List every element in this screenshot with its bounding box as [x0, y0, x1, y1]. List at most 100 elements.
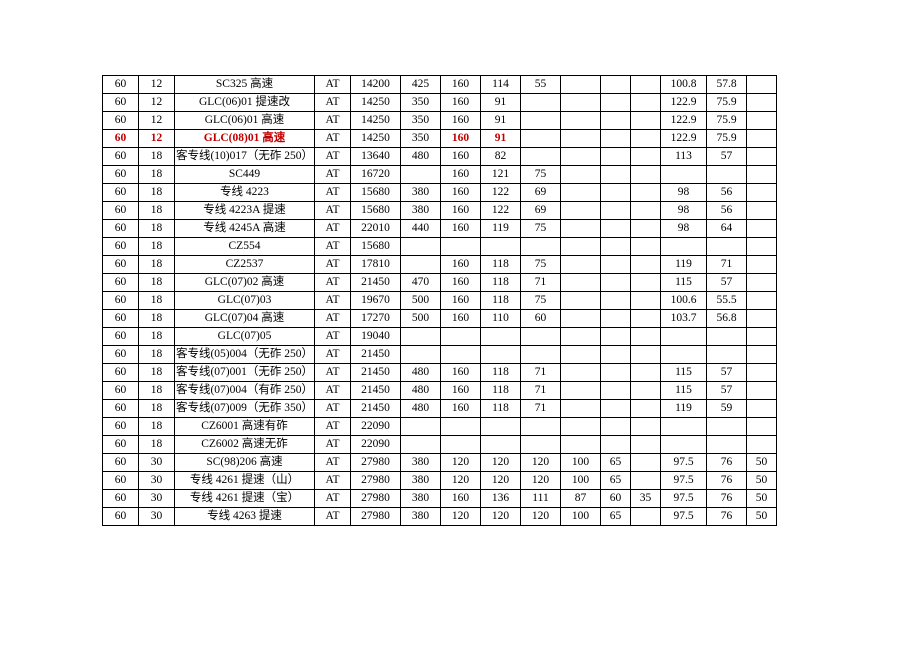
table-cell [747, 238, 777, 256]
table-row: 6012SC325 高速AT1420042516011455100.857.8 [103, 76, 777, 94]
table-cell [631, 382, 661, 400]
table-cell: CZ554 [175, 238, 315, 256]
table-cell: 18 [139, 436, 175, 454]
table-row: 6018GLC(07)03AT1967050016011875100.655.5 [103, 292, 777, 310]
table-cell: 60 [103, 76, 139, 94]
table-cell [441, 328, 481, 346]
table-cell: 118 [481, 382, 521, 400]
table-cell [631, 130, 661, 148]
table-cell: AT [315, 130, 351, 148]
table-cell: 57 [707, 148, 747, 166]
table-cell [601, 418, 631, 436]
table-cell [561, 346, 601, 364]
table-cell: 122.9 [661, 94, 707, 112]
table-cell: 91 [481, 94, 521, 112]
table-cell [747, 256, 777, 274]
table-cell: 500 [401, 310, 441, 328]
table-cell: 60 [103, 148, 139, 166]
table-cell: 76 [707, 472, 747, 490]
table-cell: SC(98)206 高速 [175, 454, 315, 472]
table-cell [601, 436, 631, 454]
table-cell: 118 [481, 256, 521, 274]
table-cell: 160 [441, 112, 481, 130]
table-cell: 76 [707, 454, 747, 472]
table-cell [747, 328, 777, 346]
table-cell [561, 238, 601, 256]
table-cell: 30 [139, 472, 175, 490]
table-cell [521, 148, 561, 166]
table-cell [481, 436, 521, 454]
table-cell: 380 [401, 454, 441, 472]
table-cell [631, 418, 661, 436]
table-cell: 118 [481, 364, 521, 382]
table-cell: 119 [661, 400, 707, 418]
table-cell [561, 256, 601, 274]
table-cell: GLC(08)01 高速 [175, 130, 315, 148]
table-cell [441, 346, 481, 364]
table-cell: 18 [139, 184, 175, 202]
table-cell: 470 [401, 274, 441, 292]
table-cell: AT [315, 364, 351, 382]
table-cell [561, 148, 601, 166]
table-row: 6030专线 4261 提速（山）AT279803801201201201006… [103, 472, 777, 490]
table-cell [401, 436, 441, 454]
table-cell [601, 166, 631, 184]
table-cell: 21450 [351, 364, 401, 382]
table-cell [601, 256, 631, 274]
table-cell: 500 [401, 292, 441, 310]
table-cell [747, 364, 777, 382]
table-cell [601, 382, 631, 400]
table-cell [521, 94, 561, 112]
table-cell: 60 [103, 166, 139, 184]
table-cell [747, 274, 777, 292]
table-cell: 19040 [351, 328, 401, 346]
table-cell [631, 112, 661, 130]
table-cell: 14200 [351, 76, 401, 94]
table-cell: 76 [707, 490, 747, 508]
table-cell: 480 [401, 148, 441, 166]
table-row: 6018CZ6001 高速有砟AT22090 [103, 418, 777, 436]
table-cell: 56 [707, 184, 747, 202]
table-cell: 160 [441, 256, 481, 274]
table-cell: 71 [521, 382, 561, 400]
table-cell: 114 [481, 76, 521, 94]
table-cell [601, 184, 631, 202]
table-row: 6030专线 4261 提速（宝）AT279803801601361118760… [103, 490, 777, 508]
table-cell: 50 [747, 490, 777, 508]
table-cell: 380 [401, 184, 441, 202]
table-cell [747, 292, 777, 310]
table-cell: 115 [661, 364, 707, 382]
table-cell: 97.5 [661, 508, 707, 526]
table-cell: 56 [707, 202, 747, 220]
table-cell: 专线 4261 提速（宝） [175, 490, 315, 508]
table-cell [631, 400, 661, 418]
table-row: 6018CZ2537AT178101601187511971 [103, 256, 777, 274]
table-cell [631, 148, 661, 166]
table-cell: CZ2537 [175, 256, 315, 274]
table-cell [561, 400, 601, 418]
table-cell: 350 [401, 112, 441, 130]
table-cell: 64 [707, 220, 747, 238]
table-cell: 75.9 [707, 94, 747, 112]
table-cell: 60 [103, 130, 139, 148]
table-cell [747, 130, 777, 148]
table-row: 6018CZ554AT15680 [103, 238, 777, 256]
table-cell: 121 [481, 166, 521, 184]
table-cell: AT [315, 220, 351, 238]
table-cell: AT [315, 382, 351, 400]
table-cell: 客专线(10)017（无砟 250） [175, 148, 315, 166]
table-row: 6018专线 4223A 提速AT15680380160122699856 [103, 202, 777, 220]
table-cell [441, 238, 481, 256]
table-cell: 60 [103, 184, 139, 202]
table-cell: 69 [521, 184, 561, 202]
table-cell [441, 418, 481, 436]
table-cell [561, 292, 601, 310]
table-row: 6018客专线(07)009（无砟 350）AT2145048016011871… [103, 400, 777, 418]
table-cell: 55.5 [707, 292, 747, 310]
table-cell [747, 76, 777, 94]
table-cell [561, 418, 601, 436]
table-cell [747, 148, 777, 166]
table-cell [561, 220, 601, 238]
table-cell: 480 [401, 364, 441, 382]
table-cell [631, 364, 661, 382]
